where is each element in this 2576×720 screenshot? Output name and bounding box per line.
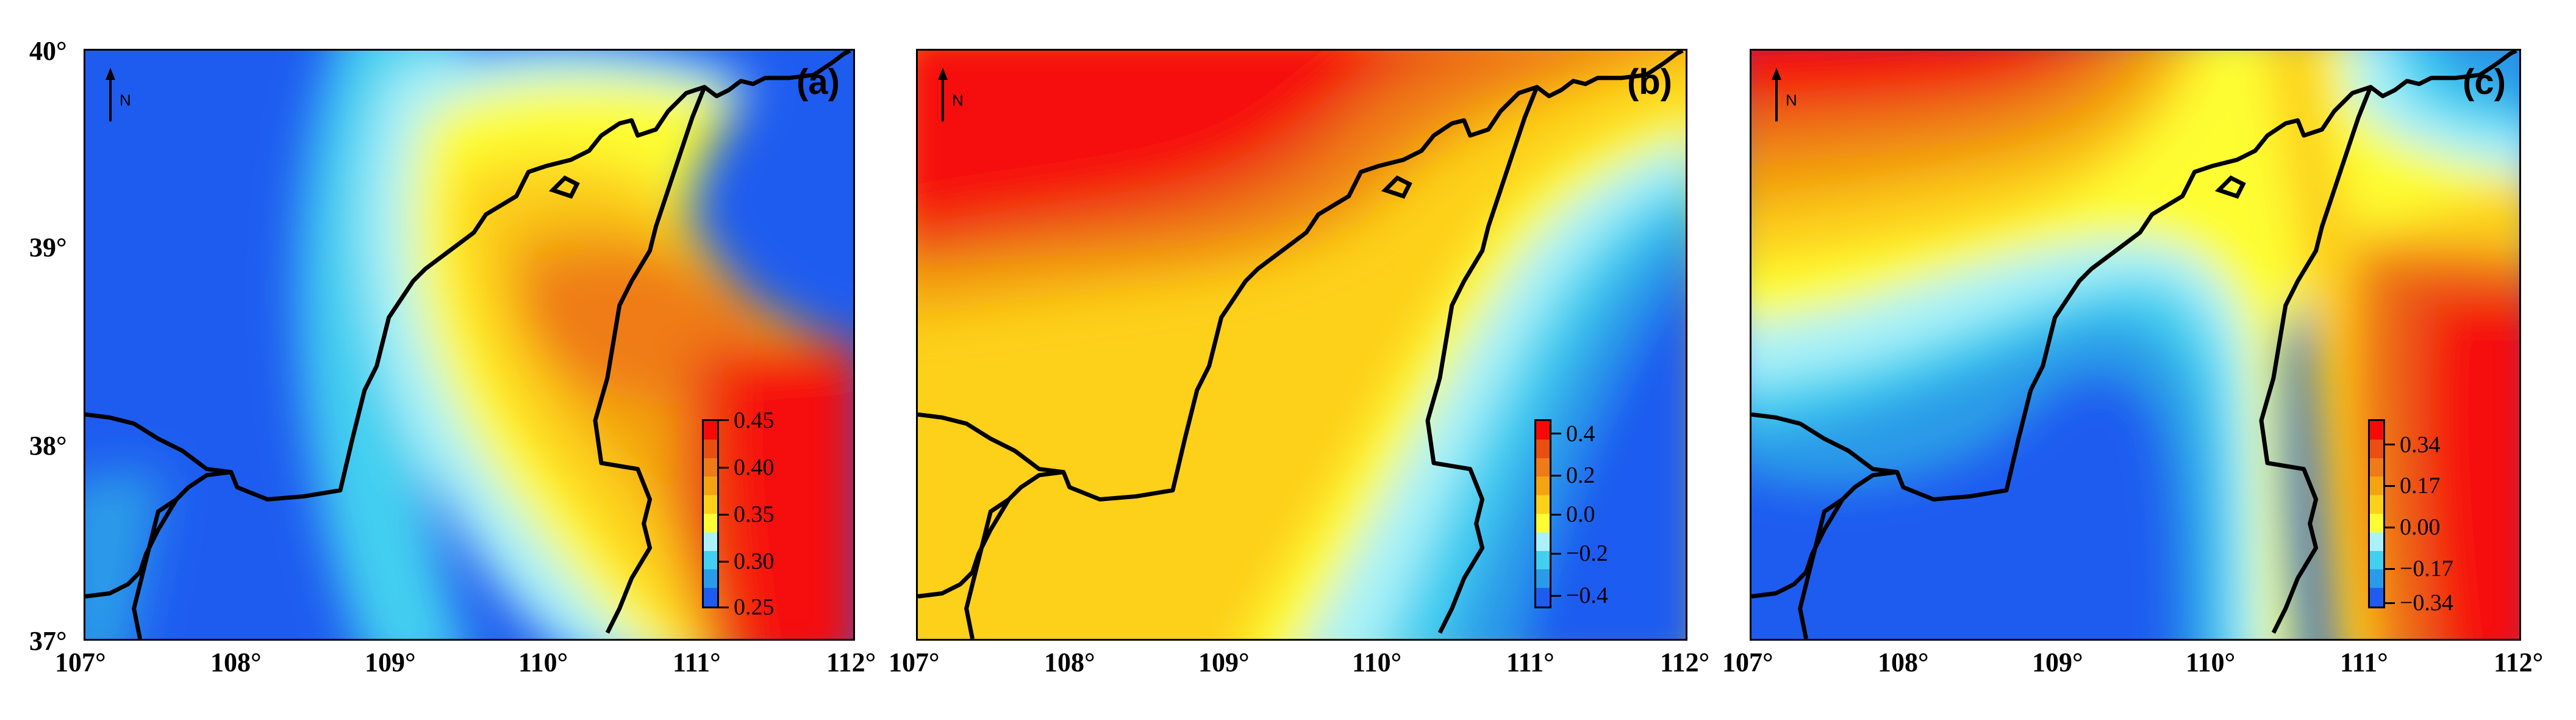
colorbar: 0.34 0.17 0.00 −0.17 −0.34 <box>2368 419 2490 621</box>
contour-field-a <box>85 51 853 639</box>
x-axis-label: 110° <box>1352 647 1402 677</box>
x-axis-label: 111° <box>1506 647 1555 677</box>
colorbar-tick-label: −0.4 <box>1566 583 1608 608</box>
x-axis-label: 111° <box>2340 647 2388 677</box>
y-axis-label: 40° <box>29 36 67 66</box>
colorbar-tick-label: 0.30 <box>734 549 775 574</box>
x-axis-label: 111° <box>673 647 721 677</box>
colorbar-tick-label: 0.25 <box>734 594 775 620</box>
x-axis-label: 109° <box>365 647 416 677</box>
colorbar-tick-label: −0.34 <box>2400 590 2453 616</box>
north-arrow: N <box>101 68 138 123</box>
x-axis-label: 109° <box>2032 647 2083 677</box>
colorbar-tick-label: 0.40 <box>734 455 775 480</box>
north-label: N <box>1786 91 1797 109</box>
panel-label: (a) <box>796 62 840 102</box>
map-panel-a: N (a) 0.45 0.40 0.35 0.30 0.25 <box>84 49 855 641</box>
panel-label: (b) <box>1626 62 1672 102</box>
x-axis-label: 108° <box>210 647 262 677</box>
colorbar-tick-label: −0.2 <box>1566 541 1608 566</box>
x-axis-label: 108° <box>1878 647 1929 677</box>
colorbar-tick-label: 0.35 <box>734 502 775 527</box>
colorbar-gradient <box>1534 419 1551 608</box>
x-axis-label: 110° <box>2186 647 2236 677</box>
x-axis-label: 108° <box>1044 647 1095 677</box>
x-axis-label: 107° <box>889 647 940 677</box>
contour-field-b <box>918 51 1686 639</box>
colorbar-tick-label: 0.00 <box>2400 514 2441 540</box>
colorbar-tick-label: 0.4 <box>1566 421 1595 447</box>
x-axis-label: 110° <box>518 647 568 677</box>
y-axis-label: 38° <box>29 431 67 461</box>
colorbar-gradient <box>702 419 719 608</box>
x-axis-label: 112° <box>1660 647 1710 677</box>
map-panel-b: N (b) 0.4 0.2 0.0 −0.2 −0.4 <box>916 49 1687 641</box>
y-axis-label: 37° <box>29 626 67 656</box>
colorbar-tick-label: 0.0 <box>1566 502 1595 527</box>
north-arrow: N <box>1767 68 1804 123</box>
x-axis-label: 112° <box>2494 647 2544 677</box>
colorbar: 0.45 0.40 0.35 0.30 0.25 <box>702 408 824 621</box>
contour-field-c <box>1751 51 2519 639</box>
north-arrow-icon <box>1772 68 1781 121</box>
x-axis-label: 107° <box>55 647 106 677</box>
north-arrow-icon <box>106 68 115 121</box>
north-arrow: N <box>934 68 970 123</box>
north-label: N <box>120 91 131 109</box>
y-axis-label: 39° <box>29 232 67 262</box>
map-panel-c: N (c) 0.34 0.17 0.00 −0.17 −0.34 <box>1750 49 2521 641</box>
colorbar-tick-label: −0.17 <box>2400 556 2453 581</box>
north-arrow-icon <box>938 68 948 121</box>
x-axis-label: 109° <box>1198 647 1250 677</box>
colorbar: 0.4 0.2 0.0 −0.2 −0.4 <box>1534 419 1656 621</box>
colorbar-tick-label: 0.34 <box>2400 432 2441 458</box>
colorbar-gradient <box>2368 419 2385 608</box>
colorbar-tick-label: 0.17 <box>2400 473 2441 499</box>
x-axis-label: 112° <box>826 647 876 677</box>
colorbar-tick-label: 0.2 <box>1566 463 1595 488</box>
colorbar-tick-label: 0.45 <box>734 408 775 433</box>
x-axis-label: 107° <box>1722 647 1773 677</box>
north-label: N <box>952 91 964 109</box>
panel-label: (c) <box>2463 62 2506 102</box>
